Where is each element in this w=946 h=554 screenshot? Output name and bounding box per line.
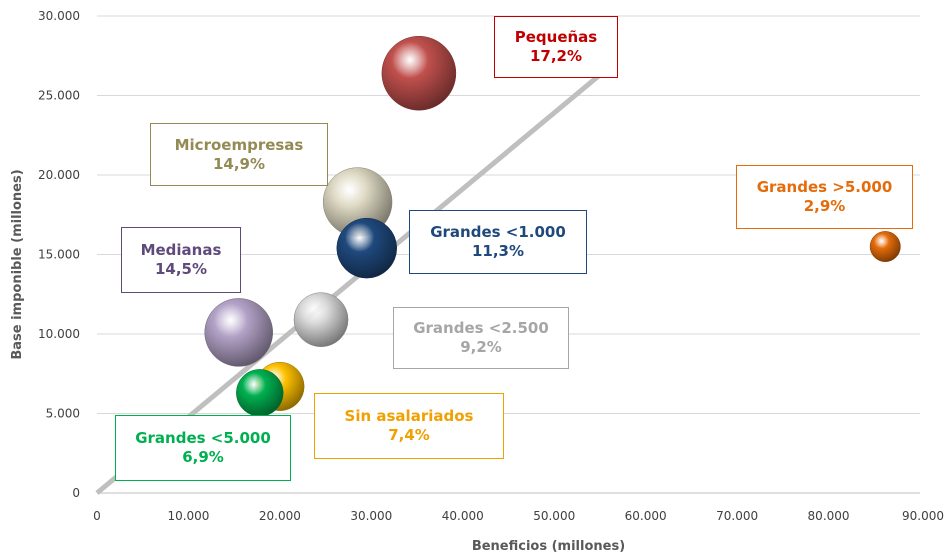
y-tick-label: 25.000 <box>38 89 80 103</box>
callout-label: Microempresas 14,9% <box>150 123 328 186</box>
y-tick-label: 30.000 <box>38 9 80 23</box>
y-tick-label: 0 <box>72 486 80 500</box>
x-axis-title: Beneficios (millones) <box>472 539 625 554</box>
callout-label: Sin asalariados 7,4% <box>314 393 504 459</box>
callout-label: Grandes <1.000 11,3% <box>409 210 587 274</box>
y-tick-label: 15.000 <box>38 248 80 262</box>
callout-percentage: 14,5% <box>154 260 208 278</box>
x-tick-label: 70.000 <box>716 509 758 523</box>
bubble-point <box>293 292 349 348</box>
bubble-point <box>236 369 284 417</box>
callout-name: Sin asalariados <box>344 407 474 425</box>
callout-label: Grandes >5.000 2,9% <box>736 165 913 229</box>
x-tick-label: 10.000 <box>167 509 209 523</box>
x-tick-label: 60.000 <box>625 509 667 523</box>
bubbles <box>204 35 901 417</box>
x-tick-label: 0 <box>93 509 101 523</box>
y-tick-label: 20.000 <box>38 168 80 182</box>
callout-percentage: 17,2% <box>529 47 583 65</box>
x-tick-label: 40.000 <box>442 509 484 523</box>
callout-label: Grandes <2.500 9,2% <box>393 307 569 369</box>
callout-name: Grandes <5.000 <box>135 429 271 447</box>
y-tick-label: 5.000 <box>46 407 80 421</box>
callout-label: Grandes <5.000 6,9% <box>115 415 291 481</box>
callout-percentage: 9,2% <box>460 338 502 356</box>
x-axis-ticks: 0 10.000 20.000 30.000 40.000 50.000 60.000 70.… <box>93 509 944 523</box>
y-axis-ticks: 0 5.000 10.000 15.000 20.000 25.000 30.000 <box>38 9 80 500</box>
callout-name: Grandes >5.000 <box>756 178 893 196</box>
bubble-point <box>204 298 273 367</box>
x-tick-label: 30.000 <box>350 509 392 523</box>
y-tick-label: 10.000 <box>38 327 80 341</box>
bubble-point <box>381 35 457 111</box>
bubble-point <box>336 217 398 279</box>
x-tick-label: 50.000 <box>533 509 575 523</box>
callout-name: Medianas <box>140 241 222 259</box>
callout-percentage: 6,9% <box>182 448 224 466</box>
y-axis-title: Base imponible (millones) <box>10 169 25 359</box>
callout-name: Grandes <2.500 <box>413 319 549 337</box>
bubble-point <box>869 231 901 262</box>
x-tick-label: 20.000 <box>259 509 301 523</box>
x-tick-label: 90.000 <box>902 509 944 523</box>
callout-percentage: 14,9% <box>212 154 266 173</box>
x-tick-label: 80.000 <box>808 509 850 523</box>
callout-name: Pequeñas <box>514 28 598 46</box>
callout-label: Medianas 14,5% <box>121 227 241 293</box>
callout-percentage: 2,9% <box>803 197 846 215</box>
callout-name: Microempresas <box>174 135 304 154</box>
callout-label: Pequeñas 17,2% <box>494 16 618 78</box>
callout-percentage: 11,3% <box>471 242 525 260</box>
callout-percentage: 7,4% <box>388 426 430 444</box>
callout-name: Grandes <1.000 <box>430 223 566 241</box>
